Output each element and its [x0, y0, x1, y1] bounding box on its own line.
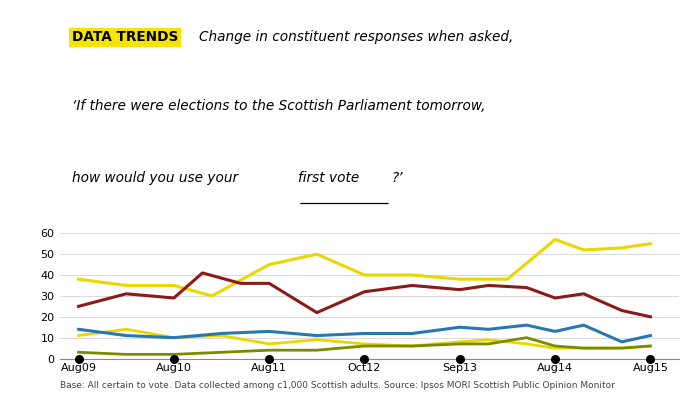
- Text: Change in constituent responses when asked,: Change in constituent responses when ask…: [199, 30, 513, 45]
- Text: first vote: first vote: [298, 171, 359, 185]
- Text: ?’: ?’: [391, 171, 402, 185]
- Text: DATA TRENDS: DATA TRENDS: [72, 30, 178, 45]
- Text: ‘If there were elections to the Scottish Parliament tomorrow,: ‘If there were elections to the Scottish…: [72, 98, 485, 113]
- Text: Base: All certain to vote. Data collected among c1,000 Scottish adults. Source: : Base: All certain to vote. Data collecte…: [60, 381, 615, 390]
- Text: how would you use your: how would you use your: [72, 171, 242, 185]
